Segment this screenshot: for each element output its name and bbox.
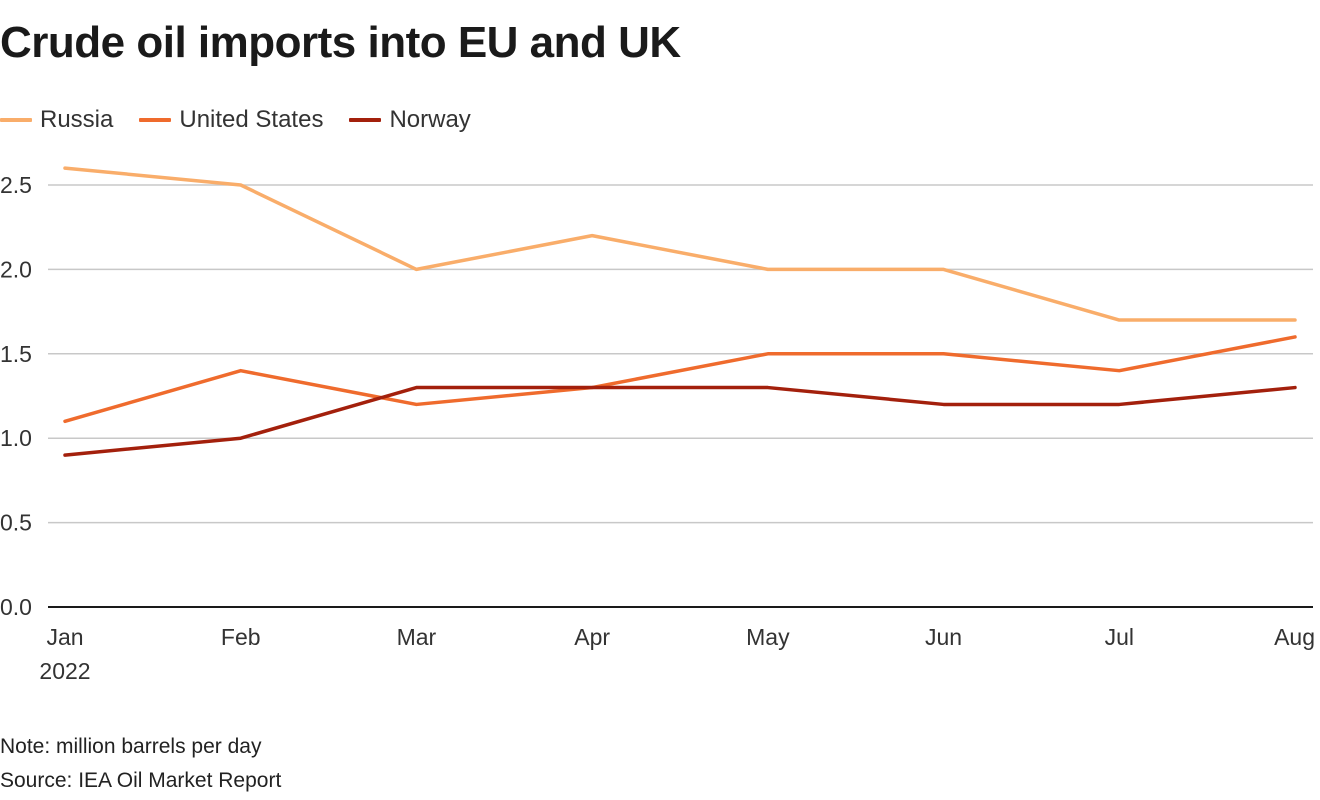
x-tick-sublabel: 2022 <box>39 658 90 684</box>
x-tick-label: Mar <box>397 624 437 650</box>
note-text: Note: million barrels per day <box>0 735 262 758</box>
legend-swatch-russia <box>0 118 32 122</box>
legend-label-norway: Norway <box>389 106 471 133</box>
x-tick-label: Jun <box>925 624 962 650</box>
y-tick-label: 0.5 <box>0 510 32 536</box>
legend-swatch-norway <box>349 118 382 122</box>
legend-label-russia: Russia <box>40 106 114 133</box>
x-tick-label: Aug <box>1274 624 1315 650</box>
legend-label-united-states: United States <box>179 106 324 133</box>
source-text: Source: IEA Oil Market Report <box>0 769 282 792</box>
x-tick-label: Feb <box>221 624 261 650</box>
y-tick-label: 2.5 <box>0 172 32 198</box>
x-tick-label: Apr <box>574 624 610 650</box>
legend-item-norway: Norway <box>349 106 471 134</box>
legend: Russia United States Norway <box>0 106 471 134</box>
legend-swatch-united-states <box>139 118 172 122</box>
y-tick-label: 0.0 <box>0 594 32 620</box>
y-tick-label: 1.5 <box>0 341 32 367</box>
series-line-norway <box>63 385 1297 457</box>
x-tick-label: Jan <box>46 624 83 650</box>
series-line-russia <box>63 166 1297 322</box>
y-tick-label: 2.0 <box>0 256 32 282</box>
x-tick-label: May <box>746 624 790 650</box>
chart-title: Crude oil imports into EU and UK <box>0 18 681 67</box>
y-tick-label: 1.0 <box>0 425 32 451</box>
legend-item-united-states: United States <box>139 106 323 134</box>
line-chart: 0.0 0.5 1.0 1.5 2.0 2.5 Jan Feb Mar Apr May Jun Jul A… <box>0 166 1315 684</box>
chart-notes: Note: million barrels per day Source: IE… <box>0 730 281 798</box>
series-line-united-states <box>63 335 1297 424</box>
legend-item-russia: Russia <box>0 106 113 134</box>
x-tick-label: Jul <box>1105 624 1134 650</box>
